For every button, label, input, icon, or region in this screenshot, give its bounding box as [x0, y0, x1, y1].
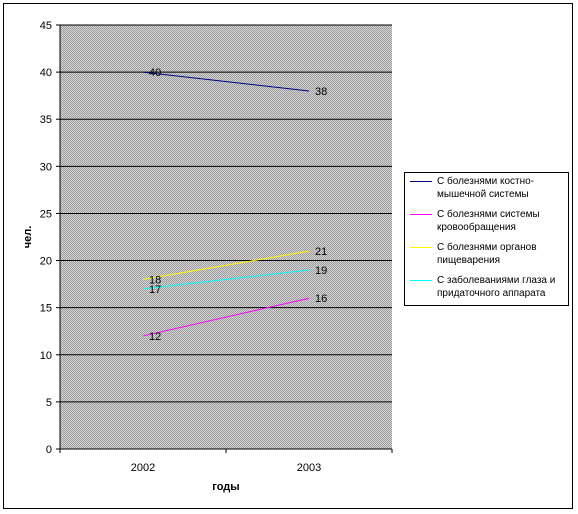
y-tick-label: 35: [40, 114, 52, 126]
x-tick-labels: 2002 2003: [131, 462, 321, 474]
y-axis-title: чел.: [22, 226, 34, 249]
series-line: [142, 297, 310, 337]
legend-label: С заболеваниями глаза и придаточного апп…: [437, 275, 556, 299]
data-label: 16: [315, 293, 327, 305]
data-label: 38: [315, 86, 327, 98]
x-tick-label: 2002: [131, 462, 155, 474]
series-lines: [142, 71, 310, 337]
y-tick-label: 15: [40, 303, 52, 315]
y-tick-label: 0: [46, 444, 52, 456]
data-label: 19: [315, 265, 327, 277]
y-tick-label: 40: [40, 67, 52, 79]
series-line: [142, 269, 310, 290]
y-tick-label: 20: [40, 256, 52, 268]
x-tick-label: 2003: [297, 462, 321, 474]
legend-swatch-4: [410, 280, 432, 281]
legend-label: С болезнями органов пищеварения: [437, 242, 537, 266]
data-label: 21: [315, 246, 327, 258]
gridlines: [60, 24, 392, 403]
legend-swatch-1: [410, 181, 432, 182]
data-label: 17: [149, 284, 161, 296]
legend-label: С болезнями костно-мышечной системы: [437, 176, 535, 200]
y-tick-label: 25: [40, 208, 52, 220]
data-labels: 40 38 12 16 18 21 17 19: [149, 67, 327, 343]
y-tick-label: 5: [46, 397, 52, 409]
x-axis-title: годы: [212, 481, 239, 493]
plot-area: [60, 25, 392, 449]
y-tick-label: 30: [40, 161, 52, 173]
legend-swatch-2: [410, 214, 432, 215]
y-tick-labels: 0 5 10 15 20 25 30 35 40 45: [40, 20, 52, 456]
y-tick-label: 10: [40, 350, 52, 362]
axes: [56, 24, 393, 453]
series-line: [142, 250, 310, 280]
legend: С болезнями костно-мышечной системы С бо…: [404, 172, 569, 306]
legend-swatch-3: [410, 247, 432, 248]
series-line: [142, 71, 310, 92]
data-label: 12: [149, 331, 161, 343]
y-tick-label: 45: [40, 20, 52, 32]
legend-label: С болезнями системы кровообращения: [437, 209, 540, 233]
data-label: 40: [149, 67, 161, 79]
data-label: 18: [149, 274, 161, 286]
